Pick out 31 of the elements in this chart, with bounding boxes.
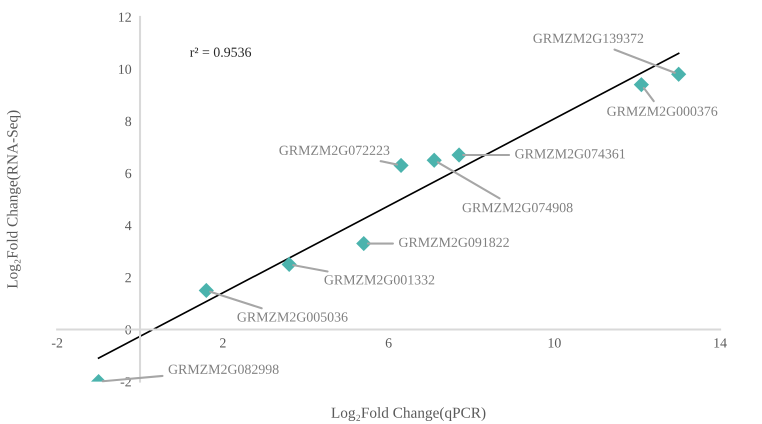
annotation: GRMZM2G139372 [533, 34, 644, 44]
point [356, 236, 372, 252]
x-tick-label: 2 [220, 338, 226, 348]
annotation: GRMZM2G091822 [399, 238, 509, 248]
x-axis-title: Log₂Fold Change(qPCR) [331, 407, 486, 422]
annotation: GRMZM2G074361 [515, 149, 625, 158]
point [634, 77, 649, 92]
x-tick-label: 14 [714, 338, 727, 348]
y-tick-label: 8 [125, 116, 132, 126]
y-tick-label: 12 [119, 12, 131, 22]
point [451, 147, 467, 163]
y-axis-title: Log₂Fold Change(RNA-Seq) [6, 110, 21, 288]
y-tick-label: 2 [125, 273, 131, 282]
annotation: GRMZM2G000376 [607, 106, 718, 116]
y-tick-label: 4 [125, 221, 132, 230]
point [393, 158, 409, 174]
point [426, 152, 442, 168]
x-tick-label: 10 [548, 338, 561, 348]
annotation: GRMZM2G001332 [324, 275, 434, 285]
annotation: GRMZM2G082998 [168, 364, 279, 374]
annotation: r² = 0.9536 [190, 48, 252, 57]
annotation: GRMZM2G074908 [462, 202, 573, 212]
annotation: GRMZM2G005036 [237, 312, 348, 322]
annotation: GRMZM2G072223 [279, 146, 390, 156]
point [282, 256, 297, 272]
point [198, 282, 214, 298]
y-tick-label: 6 [125, 168, 132, 178]
x-tick-label: -2 [52, 338, 62, 348]
y-tick-label: 10 [119, 64, 132, 74]
point [671, 66, 686, 82]
x-tick-label: 6 [386, 338, 392, 348]
